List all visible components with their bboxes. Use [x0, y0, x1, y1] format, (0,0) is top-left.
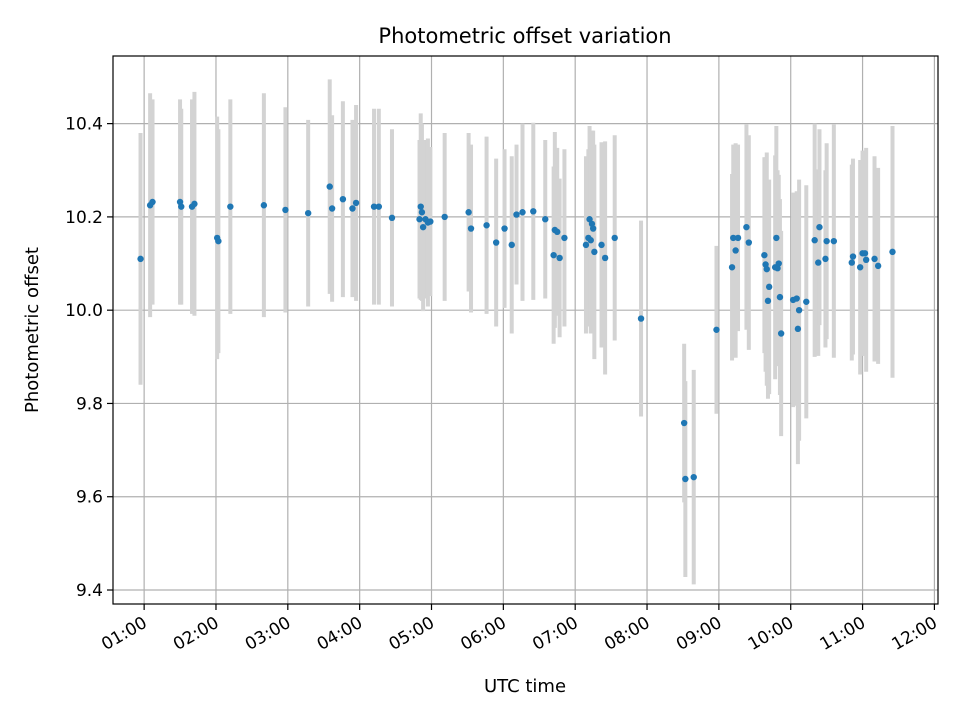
y-tick-label: 9.4 — [76, 581, 103, 601]
y-axis-label: Photometric offset — [22, 247, 43, 413]
data-point — [370, 203, 378, 210]
data-point — [849, 253, 857, 260]
data-point — [339, 195, 347, 203]
data-point — [419, 223, 427, 231]
data-point — [848, 259, 855, 266]
plot-frame — [112, 55, 939, 605]
data-point — [227, 203, 234, 210]
data-point — [765, 283, 773, 291]
data-point — [587, 237, 594, 244]
data-point — [775, 260, 782, 267]
data-point — [191, 200, 198, 208]
data-point — [501, 225, 508, 232]
data-point — [773, 234, 780, 242]
data-point — [761, 251, 768, 259]
data-point — [561, 234, 568, 242]
data-point — [352, 199, 360, 207]
data-point — [178, 203, 185, 210]
data-point — [794, 325, 802, 333]
data-point — [811, 237, 818, 244]
data-point — [690, 473, 697, 481]
data-point — [816, 223, 823, 231]
data-point — [856, 264, 864, 271]
data-point — [598, 241, 605, 249]
data-point — [861, 250, 869, 257]
data-point — [803, 298, 810, 305]
data-point — [492, 239, 500, 246]
data-point — [554, 228, 561, 236]
data-point — [465, 209, 472, 216]
data-point — [822, 255, 829, 263]
y-tick-label: 10.4 — [65, 115, 103, 135]
data-point — [282, 206, 289, 214]
data-points — [137, 183, 896, 483]
chart-title: Photometric offset variation — [378, 24, 671, 48]
data-point — [582, 241, 590, 249]
data-point — [764, 297, 772, 305]
data-point — [734, 234, 742, 242]
data-point — [637, 315, 645, 322]
data-point — [550, 251, 557, 259]
data-point — [795, 306, 803, 314]
data-point — [416, 216, 423, 223]
x-axis-label: UTC time — [484, 676, 566, 697]
data-point — [815, 259, 822, 266]
data-point — [508, 241, 515, 249]
data-point — [823, 237, 830, 245]
y-tick-label: 9.6 — [76, 488, 103, 508]
data-point — [776, 293, 784, 301]
data-point — [680, 419, 688, 427]
data-point — [519, 209, 526, 216]
data-point — [871, 255, 878, 263]
data-point — [862, 256, 870, 264]
data-point — [874, 262, 882, 270]
data-point — [743, 223, 750, 231]
data-point — [611, 234, 618, 242]
data-point — [149, 198, 156, 206]
data-point — [137, 255, 144, 263]
data-point — [542, 216, 549, 223]
data-point — [304, 209, 312, 217]
y-tick-label: 9.8 — [76, 394, 103, 414]
data-point — [682, 475, 689, 483]
data-point — [326, 183, 333, 190]
data-point — [889, 248, 896, 256]
data-point — [730, 234, 737, 242]
data-point — [601, 254, 609, 262]
data-point — [591, 248, 598, 256]
data-point — [483, 222, 490, 229]
data-point — [745, 239, 753, 246]
data-point — [589, 225, 597, 232]
data-point — [349, 205, 356, 212]
data-point — [328, 205, 336, 212]
data-point — [830, 237, 838, 245]
y-tick-label: 10.0 — [65, 301, 103, 321]
data-point — [418, 209, 426, 216]
data-point — [441, 213, 448, 221]
data-point — [375, 203, 383, 210]
data-point — [427, 218, 434, 225]
data-point — [530, 208, 537, 215]
data-point — [793, 295, 800, 302]
data-point — [260, 202, 268, 209]
y-tick-label: 10.2 — [65, 208, 103, 228]
data-point — [728, 264, 736, 271]
data-point — [777, 330, 785, 337]
data-point — [732, 247, 739, 254]
data-point — [417, 203, 424, 210]
data-point — [513, 211, 520, 218]
data-point — [215, 237, 222, 245]
data-point — [556, 254, 563, 262]
y-axis-ticks: 9.4 9.6 9.8 10.0 10.2 10.4 — [65, 115, 113, 601]
data-point — [467, 225, 475, 232]
data-point — [713, 326, 720, 333]
data-point — [388, 214, 396, 222]
data-point — [763, 265, 770, 273]
